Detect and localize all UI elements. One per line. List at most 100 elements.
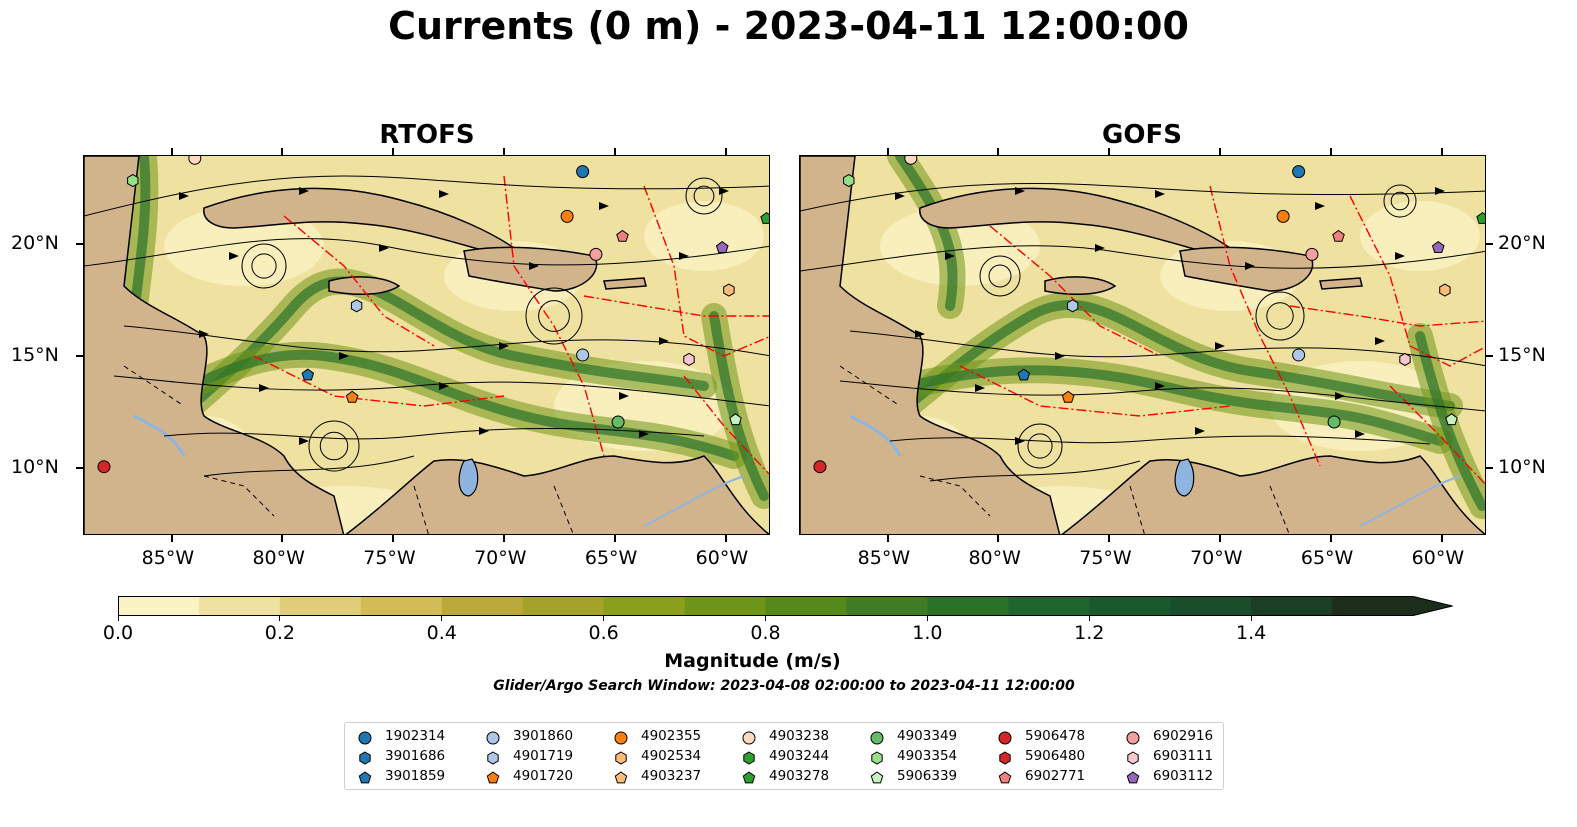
current-core [1415,331,1485,511]
colorbar-tick-mark [441,616,443,621]
lon-tick-mark [281,534,284,542]
legend-label: 6903112 [1153,768,1214,784]
lon-tick-label: 65°W [1300,547,1354,569]
observation-marker-4901720[interactable] [345,390,359,403]
observation-marker-4903349[interactable] [1327,415,1341,429]
observation-marker-5906339[interactable] [729,413,742,426]
lon-tick-label: 60°W [1411,547,1465,569]
observation-marker-3901859[interactable] [1017,368,1031,381]
observation-marker-4903349[interactable] [611,415,625,429]
observation-marker-6902916[interactable] [1305,247,1319,261]
observation-marker-4902355[interactable] [1276,209,1290,223]
streamline-arrow [479,427,489,435]
legend-marker[interactable] [742,731,756,745]
river [1359,475,1461,527]
gofs-map[interactable] [799,155,1486,535]
streamline [123,325,769,357]
observation-marker-6902771[interactable] [1332,229,1345,242]
observation-marker-5906478[interactable] [97,460,111,474]
colorbar-segment [603,596,686,616]
legend-marker[interactable] [1126,771,1140,784]
streamline [800,182,1485,212]
streamline-arrow [1195,427,1205,435]
legend-item-4903237: 4903237 [613,768,733,786]
streamline [84,175,769,217]
legend-marker[interactable] [871,751,883,765]
pentagon-marker-icon [998,771,1012,784]
legend-item-4903244: 4903244 [741,748,861,766]
observation-marker-4903238[interactable] [188,156,202,165]
legend-marker[interactable] [743,751,755,765]
lon-tick-label: 85°W [857,547,911,569]
observation-marker-6902771[interactable] [616,229,629,242]
observation-marker-6903112[interactable] [1431,240,1445,253]
observation-marker-4902534[interactable] [1439,283,1451,297]
observation-marker-4903278[interactable] [760,211,770,224]
streamline-arrow [915,330,925,338]
legend-item-4902534: 4902534 [613,748,733,766]
observation-marker-6903111[interactable] [683,352,695,366]
legend-marker[interactable] [614,771,628,784]
legend-marker[interactable] [614,731,628,745]
observation-marker-4902534[interactable] [723,283,735,297]
legend-marker[interactable] [615,751,627,765]
legend-marker[interactable] [358,771,372,784]
streamline-arrow [299,187,309,195]
legend-marker[interactable] [870,771,884,784]
eddy [251,253,277,279]
observation-marker-4903354[interactable] [843,174,855,188]
colorbar-segment [765,596,847,616]
eddy [979,255,1021,297]
legend-marker[interactable] [998,771,1012,784]
observation-marker-1902314[interactable] [1292,165,1306,179]
legend-item-5906480: 5906480 [997,748,1117,766]
legend-marker[interactable] [1127,751,1139,765]
observation-marker-6903112[interactable] [715,240,729,253]
legend-marker[interactable] [1126,731,1140,745]
observation-marker-4902355[interactable] [560,209,574,223]
observation-marker-1902314[interactable] [576,165,590,179]
observation-marker-3901859[interactable] [301,368,315,381]
pentagon-marker-icon [358,771,372,784]
eddy [525,287,583,345]
observation-marker-5906339[interactable] [1445,413,1458,426]
observation-marker-6902916[interactable] [589,247,603,261]
streamline-arrow [259,384,269,392]
pentagon-marker-icon [486,771,500,784]
observation-marker-4903354[interactable] [127,174,139,188]
observation-marker-6903111[interactable] [1399,352,1411,366]
legend-marker[interactable] [359,751,371,765]
current-core [119,349,739,461]
legend-marker[interactable] [486,731,500,745]
observation-marker-4903278[interactable] [1476,211,1486,224]
legend-marker[interactable] [486,771,500,784]
observation-marker-4903238[interactable] [904,156,918,165]
lon-tick-mark [1219,148,1222,156]
legend-marker[interactable] [999,751,1011,765]
legend-marker[interactable] [998,731,1012,745]
lon-tick-mark [886,534,889,542]
legend-marker[interactable] [742,771,756,784]
observation-marker-4901720[interactable] [1061,390,1075,403]
lon-tick-mark [613,534,616,542]
observation-marker-5906478[interactable] [813,460,827,474]
legend-marker[interactable] [870,731,884,745]
lat-tick-label: 10°N [1498,455,1546,478]
hexagon-marker-icon [743,751,755,765]
streamline-arrow [379,244,389,252]
colorbar-tick-label: 1.0 [912,622,943,644]
legend-marker[interactable] [358,731,372,745]
observation-marker-4901719[interactable] [1066,299,1079,313]
streamline-arrow [299,437,309,445]
lon-tick-label: 60°W [695,547,749,569]
rtofs-map[interactable] [83,155,770,535]
observation-marker-3901860[interactable] [576,348,590,362]
colorbar-tick-label: 0.6 [588,622,619,644]
lon-tick-mark [281,148,284,156]
circle-marker-icon [486,731,500,745]
observation-marker-3901860[interactable] [1292,348,1306,362]
legend-label: 4903354 [897,748,958,764]
legend-marker[interactable] [487,751,499,765]
observation-marker-4901719[interactable] [350,299,363,313]
eez-boundary [1209,185,1321,467]
